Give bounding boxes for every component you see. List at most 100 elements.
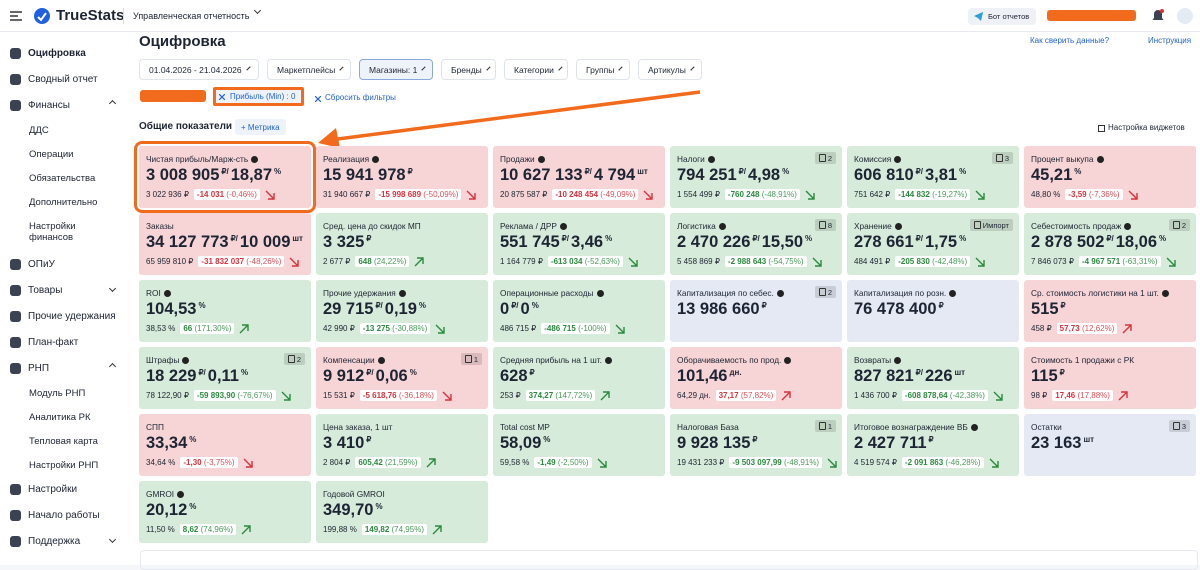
instruction-link[interactable]: Инструкция: [1148, 36, 1192, 45]
metric-card[interactable]: Комиссия 3 606 810 ₽/3,81% 751 642 ₽ -144 832…: [847, 146, 1019, 208]
metric-badge[interactable]: Импорт: [969, 219, 1013, 231]
report-select[interactable]: Управленческая отчетность: [133, 6, 262, 21]
metric-badge[interactable]: 2: [283, 353, 305, 365]
metric-card[interactable]: Логистика 8 2 470 226 ₽/15,50% 5 458 869 ₽ -2…: [670, 213, 842, 275]
metric-card[interactable]: Процент выкупа 45,21% 48,80 % -3,59 (-7,36%…: [1024, 146, 1196, 208]
metric-card[interactable]: Хранение Импорт 278 661 ₽/1,75% 484 491 ₽ -20…: [847, 213, 1019, 275]
metric-card[interactable]: Компенсации 1 9 912 ₽/0,06% 15 531 ₽ -5 618,7…: [316, 347, 488, 409]
sidebar-item[interactable]: Модуль РНП: [29, 388, 85, 399]
metric-card[interactable]: Итоговое вознаграждение ВБ 2 427 711 ₽4 51…: [847, 414, 1019, 476]
sidebar-item[interactable]: ДДС: [29, 125, 49, 136]
info-icon[interactable]: [970, 423, 978, 431]
info-icon[interactable]: [559, 222, 567, 230]
reset-filters[interactable]: Сбросить фильтры: [315, 93, 396, 102]
sidebar-item[interactable]: Товары: [10, 285, 62, 296]
info-icon[interactable]: [707, 155, 715, 163]
info-icon[interactable]: [177, 490, 185, 498]
sidebar-item[interactable]: Настройки: [10, 484, 77, 495]
sidebar-item[interactable]: Настройки финансов: [29, 221, 109, 243]
help-link[interactable]: Как сверить данные?: [1030, 36, 1110, 45]
metric-card[interactable]: Стоимость 1 продажи с РК 115 ₽98 ₽17,46 (1…: [1024, 347, 1196, 409]
sidebar-item[interactable]: Дополнительно: [29, 197, 97, 208]
metric-badge[interactable]: 3: [1168, 420, 1190, 432]
logo[interactable]: TrueStats: [56, 7, 125, 24]
filter-button[interactable]: 01.04.2026 - 21.04.2026: [139, 59, 259, 80]
sidebar-item[interactable]: Поддержка: [10, 536, 80, 547]
metric-card[interactable]: Средняя прибыль на 1 шт. 628 ₽253 ₽374,27 …: [493, 347, 665, 409]
info-icon[interactable]: [251, 155, 259, 163]
metric-card[interactable]: Сред. цена до скидок МП 3 325 ₽2 677 ₽648 …: [316, 213, 488, 275]
metric-card[interactable]: Чистая прибыль/Марж-сть 3 008 905 ₽/18,87%…: [134, 141, 316, 213]
metric-card[interactable]: Налоги 2 794 251 ₽/4,98% 1 554 499 ₽ -760 248…: [670, 146, 842, 208]
metric-card[interactable]: Штрафы 2 18 229 ₽/0,11% 78 122,90 ₽ -59 893,9…: [139, 347, 311, 409]
avatar[interactable]: [1177, 8, 1193, 24]
info-icon[interactable]: [1161, 289, 1169, 297]
metric-card[interactable]: Годовой GMROI 349,70% 199,88 % 149,82 (74,9…: [316, 481, 488, 543]
metric-card[interactable]: Капитализация по себес. 2 13 986 660 ₽: [670, 280, 842, 342]
metric-card[interactable]: Налоговая База 1 9 928 135 ₽19 431 233 ₽ -9 …: [670, 414, 842, 476]
info-icon[interactable]: [1096, 155, 1104, 163]
info-icon[interactable]: [372, 155, 380, 163]
info-icon[interactable]: [537, 155, 545, 163]
info-icon[interactable]: [894, 155, 902, 163]
sidebar-item[interactable]: Настройки РНП: [29, 460, 98, 471]
expand-chevron[interactable]: [108, 535, 117, 544]
metric-badge[interactable]: 3: [991, 152, 1013, 164]
filter-button[interactable]: Группы: [576, 59, 630, 80]
metric-card[interactable]: Оборачиваемость по прод. 101,46 дн. 64,29 д…: [670, 347, 842, 409]
info-icon[interactable]: [894, 222, 902, 230]
sidebar-item[interactable]: Сводный отчет: [10, 74, 98, 85]
filter-button[interactable]: Категории: [504, 59, 568, 80]
metric-card[interactable]: Операционные расходы 0 ₽/0% 486 715 ₽ -486 7…: [493, 280, 665, 342]
widget-settings[interactable]: Настройка виджетов: [1098, 123, 1185, 132]
sidebar-item[interactable]: Аналитика РК: [29, 412, 91, 423]
sidebar-item[interactable]: ОПиУ: [10, 259, 55, 270]
metric-card[interactable]: Прочие удержания 29 715 ₽/0,19% 42 990 ₽ -13…: [316, 280, 488, 342]
sidebar-item[interactable]: Операции: [29, 149, 73, 160]
metric-card[interactable]: ROI 104,53% 38,53 % 66 (171,30%): [139, 280, 311, 342]
metric-card[interactable]: Total cost MP 58,09% 59,58 % -1,49 (-2,50%): [493, 414, 665, 476]
metric-badge[interactable]: 2: [814, 152, 836, 164]
info-icon[interactable]: [604, 356, 612, 364]
metric-card[interactable]: Остатки 3 23 163 шт: [1024, 414, 1196, 476]
info-icon[interactable]: [776, 289, 784, 297]
info-icon[interactable]: [182, 356, 190, 364]
sidebar-item[interactable]: Оцифровка: [10, 48, 86, 59]
sidebar-item[interactable]: Начало работы: [10, 510, 100, 521]
sidebar-item[interactable]: План-факт: [10, 337, 78, 348]
metric-badge[interactable]: 1: [814, 420, 836, 432]
metric-card[interactable]: Реклама / ДРР 551 745 ₽/3,46% 1 164 779 ₽ -6…: [493, 213, 665, 275]
filter-button[interactable]: Магазины: 1: [359, 59, 433, 80]
active-filter-chip[interactable]: Прибыль (Min) : 0: [213, 87, 305, 106]
sidebar-item[interactable]: Прочие удержания: [10, 311, 116, 322]
bot-button[interactable]: Бот отчетов: [968, 8, 1037, 25]
info-icon[interactable]: [949, 289, 957, 297]
filter-button[interactable]: Бренды: [441, 59, 496, 80]
metric-badge[interactable]: 8: [814, 219, 836, 231]
sidebar-item[interactable]: Обязательства: [29, 173, 95, 184]
sidebar-item[interactable]: РНП: [10, 363, 49, 374]
metric-badge[interactable]: 2: [814, 286, 836, 298]
filter-button[interactable]: Артикулы: [638, 59, 702, 80]
metric-card[interactable]: СПП 33,34% 34,64 % -1,30 (-3,75%): [139, 414, 311, 476]
info-icon[interactable]: [163, 289, 171, 297]
metric-card[interactable]: Заказы 34 127 773 ₽/10 009 шт 65 959 810 ₽ -3…: [139, 213, 311, 275]
info-icon[interactable]: [377, 356, 385, 364]
expand-chevron[interactable]: [108, 284, 117, 293]
metric-card[interactable]: Капитализация по розн. 76 478 400 ₽: [847, 280, 1019, 342]
menu-icon[interactable]: [10, 11, 22, 21]
metric-badge[interactable]: 1: [460, 353, 482, 365]
metric-card[interactable]: Себестоимость продаж 2 2 878 502 ₽/18,06% 7 …: [1024, 213, 1196, 275]
metric-card[interactable]: Возвраты 827 821 ₽/226 шт 1 436 700 ₽ -608 87…: [847, 347, 1019, 409]
metric-card[interactable]: GMROI 20,12% 11,50 % 8,62 (74,96%): [139, 481, 311, 543]
metric-card[interactable]: Продажи 10 627 133 ₽/4 794 шт 20 875 587 ₽ -1…: [493, 146, 665, 208]
remove-icon[interactable]: [219, 94, 225, 100]
expand-chevron[interactable]: [108, 99, 117, 108]
metric-card[interactable]: Цена заказа, 1 шт 3 410 ₽2 804 ₽605,42 (21…: [316, 414, 488, 476]
metric-card[interactable]: Ср. стоимость логистики на 1 шт. 515 ₽458 …: [1024, 280, 1196, 342]
info-icon[interactable]: [398, 289, 406, 297]
bell-icon[interactable]: [1152, 9, 1164, 22]
sidebar-item[interactable]: Тепловая карта: [29, 436, 98, 447]
metric-card[interactable]: Реализация 15 941 978 ₽31 940 667 ₽ -15 998…: [316, 146, 488, 208]
expand-chevron[interactable]: [108, 362, 117, 371]
